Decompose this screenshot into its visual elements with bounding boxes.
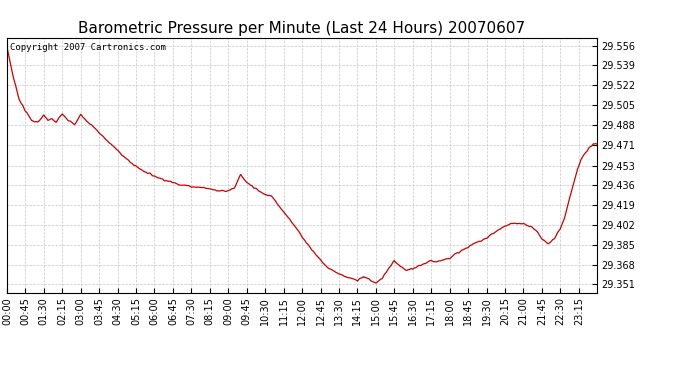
Text: Copyright 2007 Cartronics.com: Copyright 2007 Cartronics.com (10, 43, 166, 52)
Title: Barometric Pressure per Minute (Last 24 Hours) 20070607: Barometric Pressure per Minute (Last 24 … (78, 21, 526, 36)
